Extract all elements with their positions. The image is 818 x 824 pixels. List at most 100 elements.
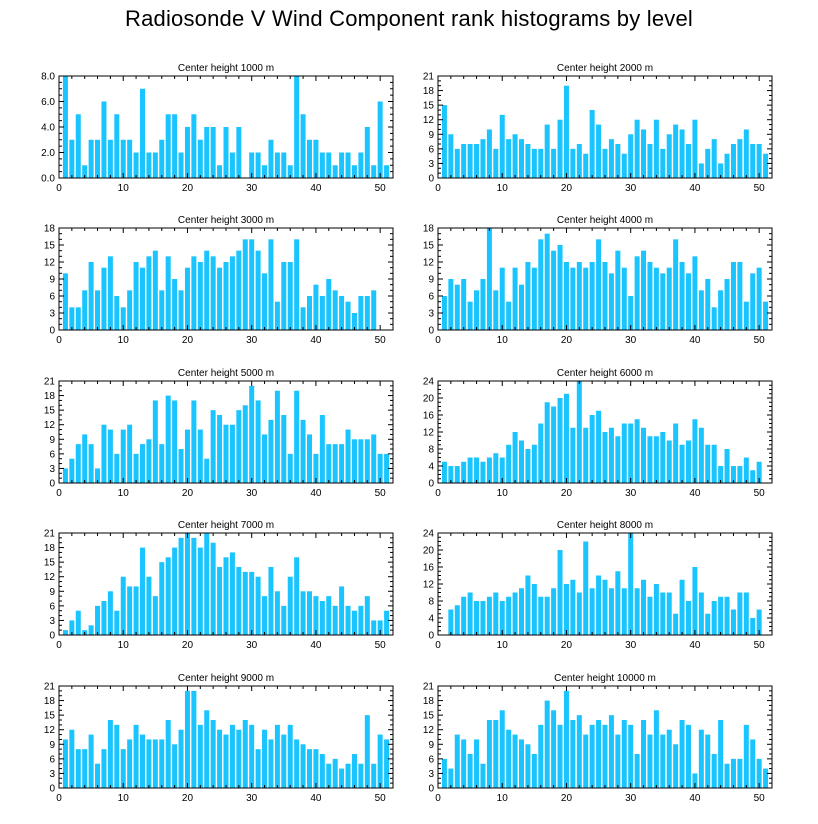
histogram-bar [730,466,736,483]
histogram-bar [570,267,576,330]
panel-title: Center height 9000 m [178,673,274,684]
histogram-bar [210,256,216,330]
histogram-bar [673,423,679,483]
y-tick-label: 15 [44,406,56,417]
histogram-bar [448,768,454,788]
histogram-bar [364,439,370,483]
histogram-bar [441,296,447,330]
histogram-bar [184,533,190,635]
histogram-bar [152,250,158,330]
y-tick-label: 20 [423,394,435,405]
histogram-bar [345,605,351,635]
histogram-bar [274,152,280,178]
histogram-bar [364,596,370,635]
y-tick-label: 18 [44,543,56,554]
histogram-panel: Center height 2000 m 0 10 20 30 40 50 0 3 6 9 12 15 1… [423,63,773,194]
histogram-bar [563,262,569,330]
histogram-bar [634,256,640,330]
histogram-bar [351,439,357,483]
histogram-bar [306,139,313,178]
histogram-bar [750,739,756,788]
histogram-bar [242,720,248,788]
histogram-bar [634,119,640,178]
histogram-bar [114,610,120,635]
histogram-bar [69,620,75,635]
histogram-bar [724,279,730,330]
histogram-bar [268,139,274,178]
y-tick-label: 3 [428,769,434,780]
histogram-bar [255,400,261,483]
histogram-bar [583,734,589,788]
histogram-bar [474,290,480,330]
x-tick-label: 40 [310,640,322,651]
histogram-bar [255,250,261,330]
histogram-bar [326,152,332,178]
histogram-bar [512,432,518,483]
histogram-bar [634,419,640,483]
histogram-bar [287,724,293,788]
y-tick-label: 0 [49,479,55,490]
histogram-bar [628,134,634,178]
histogram-bar [448,466,454,483]
histogram-bar [493,148,499,178]
histogram-bar [621,588,627,635]
histogram-bar [146,576,152,635]
y-tick-label: 0 [428,784,434,795]
x-tick-label: 0 [56,488,62,499]
histogram-bar [159,290,165,330]
histogram-bar [570,720,576,788]
y-tick-label: 9 [49,587,55,598]
histogram-bar [499,114,505,178]
histogram-bar [339,768,345,788]
x-tick-label: 0 [435,335,441,346]
histogram-bar [602,579,608,635]
histogram-bar [294,239,300,330]
y-tick-label: 16 [423,563,435,574]
histogram-bar [197,547,203,635]
histogram-bar [506,301,512,330]
histogram-bar [493,453,499,483]
histogram-bar [763,153,769,178]
histogram-bar [737,592,743,635]
x-tick-label: 10 [497,488,509,499]
histogram-bar [763,301,769,330]
histogram-bar [165,557,171,635]
histogram-bar [557,724,563,788]
histogram-bar [615,734,621,788]
histogram-bar [152,152,158,178]
histogram-bar [319,415,325,483]
histogram-bar [101,101,107,178]
histogram-bar [300,307,306,330]
histogram-bar [191,690,197,788]
histogram-bar [146,739,152,788]
histogram-bar [493,720,499,788]
histogram-bar [750,618,756,635]
histogram-bar [750,273,756,330]
histogram-bar [666,267,672,330]
histogram-bar [88,734,94,788]
y-tick-label: 0 [428,174,434,185]
x-tick-label: 30 [625,793,637,804]
histogram-bar [602,432,608,483]
histogram-bar [679,579,685,635]
x-tick-label: 20 [561,183,573,194]
histogram-bar [184,429,190,483]
histogram-bar [711,307,717,330]
histogram-bar [461,596,467,635]
histogram-bar [557,398,563,483]
histogram-bar [685,440,692,483]
histogram-bar [705,734,711,788]
histogram-bar [371,620,377,635]
x-tick-label: 10 [118,640,130,651]
histogram-bar [339,444,345,483]
y-tick-label: 0 [49,326,55,337]
histogram-bar [518,284,525,330]
histogram-bar [570,148,576,178]
histogram-bar [217,567,223,635]
histogram-bar [242,239,248,330]
histogram-bar [756,144,762,178]
histogram-bar [615,571,621,635]
histogram-bar [139,734,146,788]
y-tick-label: 2.0 [41,148,55,159]
y-tick-label: 18 [44,224,56,235]
